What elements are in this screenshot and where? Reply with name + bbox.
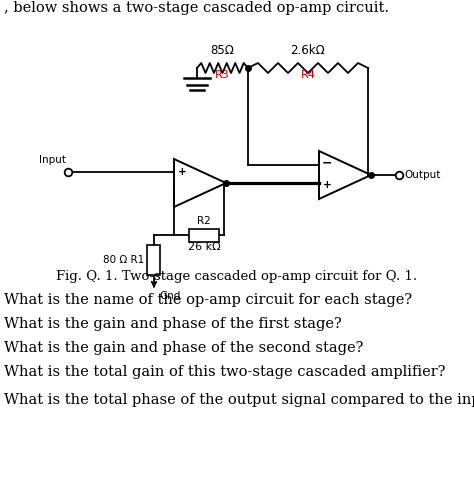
Text: 2.6kΩ: 2.6kΩ [291, 44, 325, 57]
Bar [147, 245, 161, 275]
Text: Input: Input [39, 155, 66, 165]
Text: 80 Ω R1: 80 Ω R1 [103, 255, 145, 265]
Text: R4: R4 [301, 70, 315, 80]
Text: What is the name of the op-amp circuit for each stage?: What is the name of the op-amp circuit f… [4, 293, 412, 307]
Text: +: + [323, 180, 331, 190]
Text: What is the gain and phase of the second stage?: What is the gain and phase of the second… [4, 341, 364, 355]
Text: Output: Output [404, 170, 440, 180]
Text: 26 kΩ: 26 kΩ [188, 243, 220, 252]
Text: −: − [322, 156, 332, 170]
Text: , below shows a two-stage cascaded op-amp circuit.: , below shows a two-stage cascaded op-am… [4, 1, 389, 15]
Bar [189, 228, 219, 242]
Text: Gnd: Gnd [159, 291, 181, 301]
Text: R2: R2 [197, 216, 211, 226]
Text: R3: R3 [215, 70, 230, 80]
Text: Fig. Q. 1. Two-stage cascaded op-amp circuit for Q. 1.: Fig. Q. 1. Two-stage cascaded op-amp cir… [56, 270, 418, 283]
Text: What is the gain and phase of the first stage?: What is the gain and phase of the first … [4, 317, 342, 331]
Text: +: + [178, 167, 186, 177]
Text: What is the total gain of this two-stage cascaded amplifier?: What is the total gain of this two-stage… [4, 365, 446, 379]
Text: What is the total phase of the output signal compared to the input signal?: What is the total phase of the output si… [4, 393, 474, 407]
Text: 85Ω: 85Ω [210, 44, 235, 57]
